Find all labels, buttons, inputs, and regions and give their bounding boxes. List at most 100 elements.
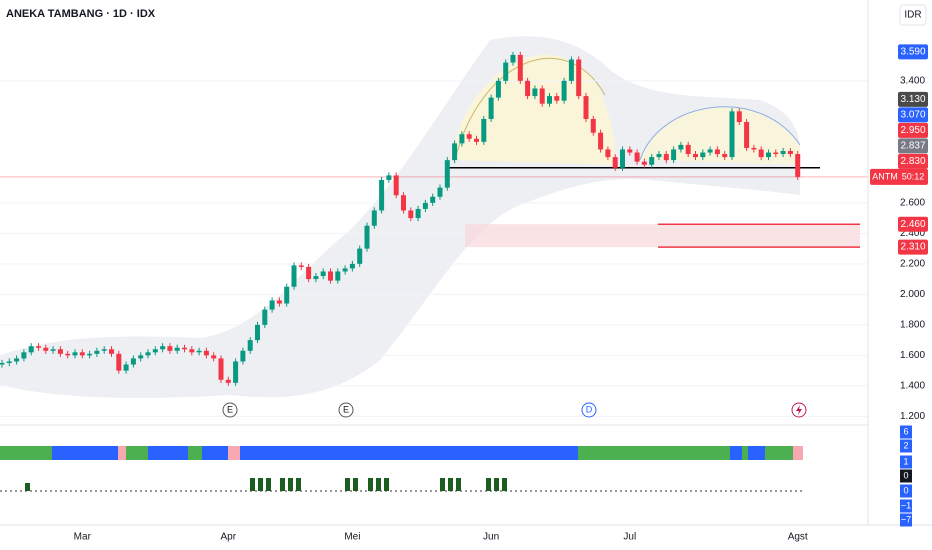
candle-body	[262, 309, 268, 325]
candle-body	[437, 187, 443, 197]
candle-body	[138, 355, 144, 359]
event-marker[interactable]	[581, 402, 597, 418]
currency-button[interactable]	[899, 4, 927, 26]
candle-body	[780, 150, 786, 155]
candle-body	[28, 346, 34, 353]
candle-body	[641, 161, 647, 165]
candle-body	[36, 346, 41, 348]
price-badge	[898, 138, 928, 154]
indicator-badge-label: 0	[903, 485, 908, 495]
candle-body	[65, 353, 71, 356]
candle-body	[620, 149, 625, 168]
candle-body	[320, 271, 326, 277]
candle-body	[276, 300, 282, 304]
pattern-arc-line	[639, 106, 801, 161]
x-tick-label: Agst	[788, 532, 808, 543]
candle-body	[79, 352, 85, 356]
candle-body	[87, 353, 93, 356]
candle-body	[218, 358, 224, 380]
candle-body	[401, 195, 406, 211]
candle-body	[21, 352, 27, 359]
candle-body	[707, 149, 713, 153]
candle-body	[357, 248, 363, 264]
candle-body	[466, 134, 472, 139]
candle-body	[554, 96, 560, 101]
candle-body	[422, 202, 428, 209]
event-marker[interactable]	[222, 402, 238, 418]
candle-body	[583, 96, 589, 119]
indicator-badge-label: 2	[903, 440, 908, 450]
price-badge-label: 3.130	[900, 94, 925, 105]
candle-body	[561, 80, 567, 101]
price-badge	[898, 239, 928, 255]
indicator-badge-label: 0	[903, 470, 908, 480]
event-label[interactable]: E	[343, 404, 349, 414]
indicator-badge	[900, 455, 912, 469]
candle-body	[744, 122, 750, 148]
candle-body	[547, 96, 552, 104]
candle-body	[678, 144, 684, 150]
candle-body	[415, 208, 421, 219]
candle-body	[627, 149, 633, 153]
candle-body	[576, 59, 582, 97]
x-tick-label: Mei	[344, 532, 360, 543]
pattern-arc-line	[454, 57, 606, 161]
candle-body	[364, 225, 370, 249]
candle-body	[634, 152, 640, 162]
indicator-badge-label: −1	[901, 500, 911, 510]
indicator-badge	[900, 425, 912, 439]
candle-body	[539, 88, 545, 104]
candle-body	[247, 340, 253, 351]
last-price-symbol: ANTM	[872, 171, 898, 181]
candle-body	[751, 147, 757, 150]
event-label[interactable]: D	[586, 404, 593, 414]
x-tick-label: Apr	[221, 532, 237, 543]
currency-label[interactable]: IDR	[904, 10, 921, 21]
candle-body	[269, 300, 275, 310]
price-badge-label: 3.070	[900, 110, 925, 121]
candle-body	[14, 358, 20, 362]
candle-body	[605, 149, 611, 158]
candle-body	[671, 149, 677, 161]
candle-body	[174, 347, 180, 351]
candle-body	[517, 54, 523, 81]
candle-body	[109, 349, 114, 354]
candle-body	[50, 349, 56, 351]
candle-body	[736, 111, 742, 123]
price-badge	[898, 44, 928, 60]
candle-body	[663, 154, 669, 161]
candle-body	[335, 271, 341, 281]
candle-body	[525, 80, 531, 97]
event-label[interactable]: E	[227, 404, 233, 414]
candle-body	[182, 347, 187, 350]
y-tick-label: 1.400	[900, 381, 925, 392]
candle-body	[349, 263, 355, 269]
candle-body	[130, 358, 136, 365]
candle-body	[306, 266, 312, 280]
candle-body	[152, 349, 158, 353]
candle-body	[481, 118, 487, 142]
candle-body	[72, 352, 78, 356]
candle-body	[342, 268, 348, 272]
candle-body	[488, 97, 494, 119]
price-badge-label: 2.837	[900, 141, 925, 152]
candle-body	[722, 154, 728, 158]
candle-body	[116, 353, 122, 371]
candle-body	[729, 111, 735, 158]
candle-body	[298, 265, 304, 267]
candle-body	[145, 352, 151, 356]
x-tick-label: Jun	[483, 532, 499, 543]
price-badge-label: 2.460	[900, 219, 925, 230]
candle-body	[474, 138, 479, 142]
y-tick-label: 1.200	[900, 411, 925, 422]
event-marker[interactable]	[338, 402, 354, 418]
candle-body	[284, 286, 290, 304]
indicator-bars	[25, 478, 507, 491]
price-badge	[898, 91, 928, 107]
candle-body	[795, 154, 801, 177]
chart-title: ANEKA TAMBANG · 1D · IDX	[6, 8, 156, 20]
candle-body	[379, 179, 385, 211]
candle-body	[123, 364, 129, 371]
candle-body	[510, 54, 516, 63]
